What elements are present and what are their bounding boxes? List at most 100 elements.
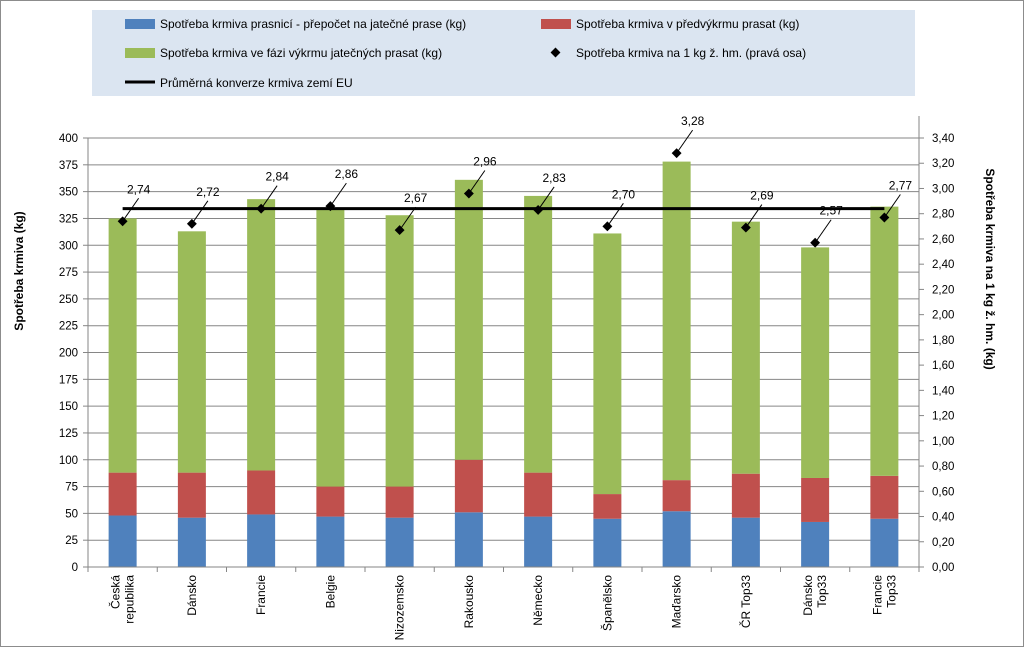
ratio-leader-1 [191,200,209,225]
ratio-leader-11 [883,194,901,218]
ratio-marker-1 [186,218,197,229]
y-tick-label-6: 150 [59,401,78,413]
bar-7-series-2 [593,233,622,495]
y2-tick-label-0: 0,00 [932,562,954,574]
bar-1-series-2 [177,231,206,473]
y2-tick-label-12: 2,40 [932,259,954,271]
bar-4-series-0 [385,517,414,567]
legend: Spotřeba krmiva prasnicí - přepočet na j… [92,10,915,96]
bar-11-series-0 [870,518,899,567]
bar-0-series-2 [108,218,137,473]
category-label-line: Top33 [884,575,898,608]
y2-tick-label-14: 2,80 [932,209,954,221]
y-tick-label-9: 225 [59,321,78,333]
category-label-line: Španělsko [599,575,614,631]
y2-tick-label-17: 3,40 [932,133,954,145]
ratio-leader-9 [745,204,763,228]
ratio-label-8: 3,28 [681,114,705,128]
ratio-leader-6 [537,186,555,211]
bar-6-series-0 [524,516,553,567]
y-tick-label-12: 300 [59,240,78,252]
ratio-leader-7 [606,203,624,227]
category-label-line: Nizozemsko [393,575,407,641]
y2-tick-label-2: 0,40 [932,512,954,524]
bar-10-series-0 [801,521,830,567]
ratio-marker-10 [810,237,821,248]
category-label-line: Maďarsko [670,575,684,629]
ratio-marker-3 [325,201,336,212]
bar-2-series-1 [247,470,276,515]
bar-0-series-1 [108,472,137,516]
y2-axis-title: Spotřeba krmiva na 1 kg ž. hm. (kg) [983,168,997,369]
bar-10-series-2 [801,247,830,478]
bar-1-series-0 [177,517,206,567]
category-label-line: Rakousko [462,575,476,629]
ratio-markers: 2,74 2,72 2,84 2,86 2,67 2,96 2,83 2,70 3,28 2,69… [117,114,913,248]
legend-marker-diamond [550,47,561,58]
category-label-line: Dánsko [801,575,815,616]
ratio-label-11: 2,77 [889,178,913,192]
category-label-line: republika [123,575,137,624]
ratio-label-1: 2,72 [196,185,220,199]
y2-tick-label-1: 0,20 [932,537,954,549]
bar-3-series-2 [316,209,345,487]
category-label-2: Francie [254,575,268,615]
ratio-leader-2 [260,185,278,209]
y2-tick-label-8: 1,60 [932,360,954,372]
bar-8-series-2 [662,161,691,481]
y-tick-label-3: 75 [65,482,78,494]
y2-tick-label-10: 2,00 [932,310,954,322]
bar-11-series-1 [870,475,899,519]
bar-8-series-0 [662,511,691,567]
legend-label-ratio: Spotřeba krmiva na 1 kg ž. hm. (pravá os… [576,46,806,60]
bar-5-series-0 [454,512,483,567]
category-label-line: Francie [254,575,268,615]
y2-tick-label-6: 1,20 [932,411,954,423]
ratio-label-3: 2,86 [335,167,359,181]
bar-0-series-0 [108,515,137,567]
y-tick-label-8: 200 [59,348,78,360]
legend-label-average: Průměrná konverze krmiva zemí EU [160,76,353,90]
ratio-marker-6 [533,204,544,215]
bars [108,161,899,567]
legend-swatch-red [541,19,571,29]
y-tick-label-7: 175 [59,374,78,386]
y2-tick-label-15: 3,00 [932,183,954,195]
category-label-line: Francie [870,575,884,615]
legend-label-prefattening: Spotřeba krmiva v předvýkrmu prasat (kg) [576,17,799,31]
category-label-9: ČR Top33 [738,575,753,628]
legend-swatch-green [125,48,155,58]
ratio-leader-10 [814,219,832,244]
ratio-label-7: 2,70 [612,187,636,201]
bar-11-series-2 [870,206,899,476]
y2-tick-label-4: 0,80 [932,461,954,473]
bar-4-series-2 [385,215,414,487]
y2-tick-label-3: 0,60 [932,486,954,498]
ratio-marker-0 [117,216,128,227]
ratio-marker-2 [256,203,267,214]
category-label-1: Dánsko [185,575,199,616]
bar-8-series-1 [662,480,691,512]
legend-swatch-blue [125,19,155,29]
bar-5-series-1 [454,459,483,513]
y-tick-label-5: 125 [59,428,78,440]
y-axis-title: Spotřeba krmiva (kg) [12,211,26,330]
bar-1-series-1 [177,472,206,518]
y-tick-label-11: 275 [59,267,78,279]
y-tick-label-4: 100 [59,455,78,467]
y-tick-label-2: 50 [65,508,78,520]
y2-tick-label-11: 2,20 [932,284,954,296]
bar-5-series-2 [454,179,483,460]
ratio-marker-8 [671,148,682,159]
legend-label-sow-feed: Spotřeba krmiva prasnicí - přepočet na j… [160,17,466,31]
ratio-leader-3 [329,182,347,207]
ratio-leader-4 [399,206,417,231]
category-label-5: Rakousko [462,575,476,629]
category-label-line: ČR Top33 [738,575,753,628]
bar-2-series-2 [247,199,276,471]
category-label-8: Maďarsko [670,575,684,629]
ratio-marker-9 [740,222,751,233]
category-label-line: Top33 [815,575,829,608]
bar-6-series-2 [524,195,553,473]
y-tick-label-10: 250 [59,294,78,306]
